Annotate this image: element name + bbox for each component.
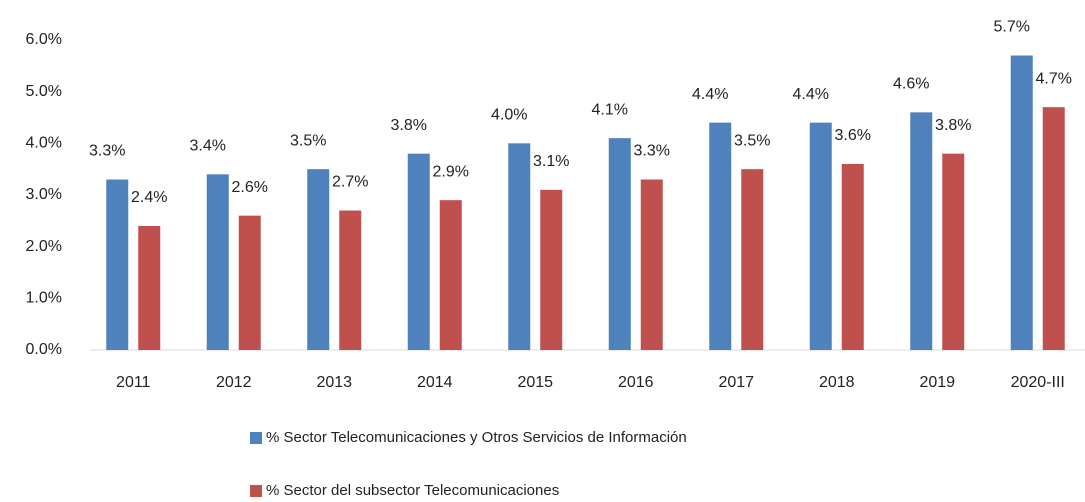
bar xyxy=(741,169,764,350)
value-label: 2.9% xyxy=(433,163,469,180)
value-label: 4.7% xyxy=(1036,70,1072,87)
x-tick-label: 2017 xyxy=(718,374,754,391)
x-tick-label: 2012 xyxy=(216,374,252,391)
bar xyxy=(307,169,330,350)
bar xyxy=(1042,107,1065,351)
x-tick-label: 2011 xyxy=(116,374,151,391)
value-label: 3.4% xyxy=(190,138,226,155)
y-tick-label: 4.0% xyxy=(26,135,62,152)
x-tick-label: 2018 xyxy=(819,374,855,391)
value-label: 4.4% xyxy=(692,86,728,103)
value-label: 4.6% xyxy=(893,76,929,93)
value-label: 3.1% xyxy=(533,153,569,170)
x-tick-label: 2019 xyxy=(919,374,955,391)
y-tick-label: 2.0% xyxy=(26,238,62,255)
bar xyxy=(238,215,261,350)
value-label: 3.5% xyxy=(290,132,326,149)
value-label: 4.1% xyxy=(592,101,628,118)
y-tick-label: 1.0% xyxy=(26,290,62,307)
value-label: 3.3% xyxy=(89,143,125,160)
legend-label: % Sector del subsector Telecomunicacione… xyxy=(266,482,559,499)
value-label: 4.0% xyxy=(491,107,527,124)
x-tick-label: 2016 xyxy=(618,374,654,391)
bar xyxy=(809,122,832,351)
legend-label: % Sector Telecomunicaciones y Otros Serv… xyxy=(266,429,687,446)
bar xyxy=(439,200,462,350)
value-label: 2.6% xyxy=(232,179,268,196)
bar xyxy=(942,153,965,350)
y-tick-label: 6.0% xyxy=(26,31,62,48)
legend-swatch xyxy=(250,485,262,497)
bar xyxy=(1010,55,1033,350)
bar xyxy=(540,189,563,350)
value-label: 5.7% xyxy=(994,19,1030,36)
value-label: 3.3% xyxy=(634,143,670,160)
bar xyxy=(508,143,531,350)
x-tick-label: 2014 xyxy=(417,374,453,391)
y-tick-label: 3.0% xyxy=(26,186,62,203)
bar xyxy=(608,138,631,350)
bar xyxy=(106,179,129,350)
bar xyxy=(339,210,362,350)
y-tick-label: 5.0% xyxy=(26,83,62,100)
x-tick-label: 2013 xyxy=(316,374,352,391)
x-tick-label: 2015 xyxy=(517,374,553,391)
value-label: 2.4% xyxy=(131,189,167,206)
value-label: 2.7% xyxy=(332,174,368,191)
bar xyxy=(138,226,161,350)
value-label: 4.4% xyxy=(793,86,829,103)
value-label: 3.6% xyxy=(835,127,871,144)
value-label: 3.5% xyxy=(734,132,770,149)
bar xyxy=(206,174,229,350)
bar xyxy=(910,112,933,350)
bar xyxy=(841,164,864,350)
y-tick-label: 0.0% xyxy=(26,341,62,358)
value-label: 3.8% xyxy=(935,117,971,134)
value-label: 3.8% xyxy=(391,117,427,134)
legend-swatch xyxy=(250,432,262,444)
bar xyxy=(407,153,430,350)
x-tick-label: 2020-III xyxy=(1011,374,1065,391)
bar xyxy=(709,122,732,351)
bar xyxy=(640,179,663,350)
